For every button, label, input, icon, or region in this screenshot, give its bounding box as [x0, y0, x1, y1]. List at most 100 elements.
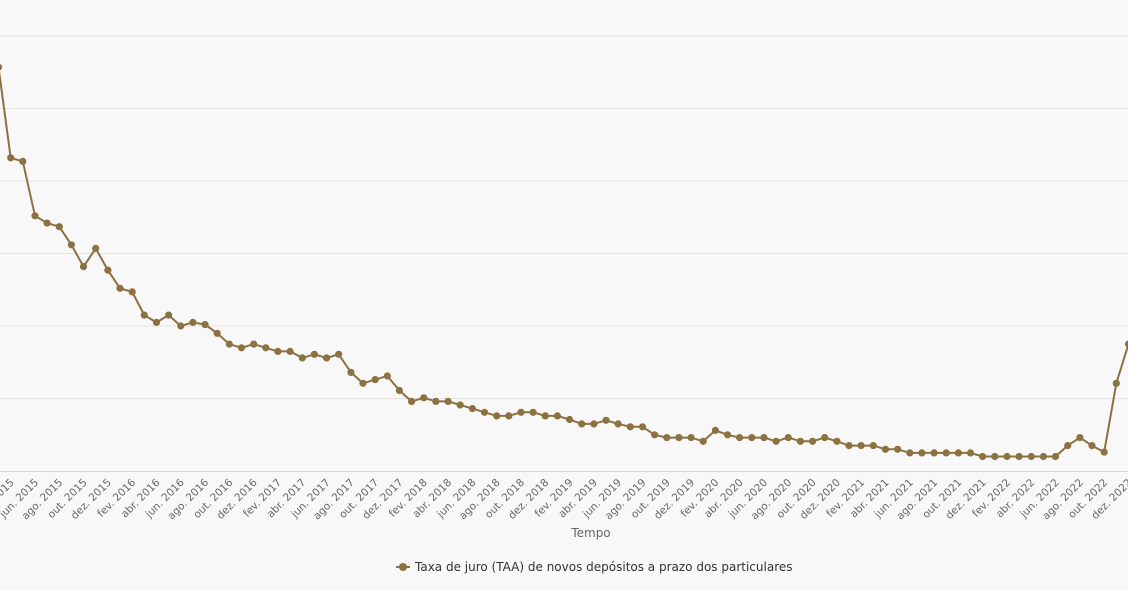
data-point[interactable]: [748, 434, 756, 442]
data-point[interactable]: [383, 372, 391, 380]
data-point[interactable]: [1076, 434, 1084, 442]
data-point[interactable]: [19, 157, 27, 165]
data-point[interactable]: [140, 311, 148, 319]
data-point[interactable]: [821, 434, 829, 442]
data-point[interactable]: [177, 322, 185, 330]
data-point[interactable]: [79, 263, 88, 271]
data-point[interactable]: [237, 344, 246, 352]
data-point[interactable]: [432, 397, 440, 405]
data-point[interactable]: [43, 219, 51, 227]
data-point[interactable]: [92, 244, 100, 252]
data-point[interactable]: [966, 449, 975, 457]
data-point[interactable]: [104, 266, 112, 274]
data-point[interactable]: [651, 431, 659, 439]
data-point[interactable]: [881, 445, 890, 453]
data-point[interactable]: [468, 405, 476, 413]
data-point[interactable]: [517, 408, 525, 416]
data-point[interactable]: [298, 354, 306, 362]
data-point[interactable]: [128, 288, 136, 296]
data-point[interactable]: [638, 423, 647, 431]
data-point[interactable]: [250, 340, 258, 348]
data-point[interactable]: [541, 412, 549, 420]
data-point[interactable]: [371, 376, 379, 384]
data-point[interactable]: [979, 452, 987, 461]
data-point[interactable]: [335, 350, 343, 358]
data-point[interactable]: [201, 321, 209, 329]
data-point[interactable]: [869, 442, 877, 450]
data-point[interactable]: [395, 386, 403, 395]
data-point[interactable]: [954, 449, 963, 457]
data-point[interactable]: [274, 347, 282, 355]
data-point[interactable]: [1027, 452, 1035, 461]
data-point[interactable]: [602, 416, 610, 424]
data-point[interactable]: [1064, 442, 1072, 450]
data-point[interactable]: [772, 437, 780, 445]
data-point[interactable]: [1015, 452, 1023, 461]
data-point[interactable]: [736, 434, 744, 442]
data-point[interactable]: [991, 452, 999, 461]
data-point[interactable]: [359, 379, 367, 387]
data-point[interactable]: [930, 449, 938, 457]
data-point[interactable]: [1003, 452, 1011, 461]
data-point[interactable]: [480, 408, 489, 416]
data-point[interactable]: [1039, 452, 1047, 461]
data-point[interactable]: [310, 350, 318, 358]
data-point[interactable]: [420, 394, 428, 402]
data-point[interactable]: [213, 329, 221, 337]
data-point[interactable]: [7, 154, 15, 162]
data-point[interactable]: [408, 397, 416, 405]
legend[interactable]: Taxa de juro (TAA) de novos depósitos a …: [396, 560, 793, 574]
data-point[interactable]: [529, 408, 537, 416]
data-point[interactable]: [553, 412, 562, 420]
data-point[interactable]: [493, 412, 501, 420]
data-point[interactable]: [165, 311, 173, 319]
data-point[interactable]: [1124, 340, 1128, 348]
data-point[interactable]: [809, 437, 817, 445]
data-point[interactable]: [1100, 448, 1108, 456]
data-point[interactable]: [1088, 442, 1096, 450]
data-point[interactable]: [918, 449, 926, 457]
data-point[interactable]: [796, 437, 805, 445]
data-point[interactable]: [687, 434, 695, 442]
data-point[interactable]: [894, 445, 902, 453]
x-axis-title: Tempo: [570, 526, 610, 540]
data-point[interactable]: [0, 63, 3, 71]
data-point[interactable]: [225, 340, 233, 348]
data-point[interactable]: [67, 241, 75, 249]
data-point[interactable]: [711, 426, 720, 434]
data-point[interactable]: [578, 420, 586, 428]
data-point[interactable]: [845, 442, 853, 450]
data-point[interactable]: [663, 434, 671, 442]
data-point[interactable]: [152, 318, 161, 326]
data-point[interactable]: [444, 397, 452, 405]
data-point[interactable]: [31, 212, 39, 220]
data-point[interactable]: [1112, 379, 1120, 387]
data-point[interactable]: [614, 420, 622, 428]
data-point[interactable]: [1051, 452, 1060, 461]
data-point[interactable]: [189, 318, 197, 326]
data-point[interactable]: [723, 431, 732, 439]
data-point[interactable]: [590, 420, 598, 428]
data-point[interactable]: [942, 449, 950, 457]
data-point[interactable]: [760, 434, 768, 442]
data-point[interactable]: [55, 223, 63, 231]
data-point[interactable]: [566, 415, 574, 424]
series-points: [0, 63, 1128, 461]
data-point[interactable]: [347, 368, 355, 376]
data-point[interactable]: [675, 434, 683, 442]
data-point[interactable]: [262, 344, 270, 352]
data-point[interactable]: [626, 423, 634, 431]
data-point[interactable]: [906, 449, 914, 457]
data-point[interactable]: [857, 442, 865, 450]
data-point[interactable]: [699, 437, 707, 445]
data-point[interactable]: [116, 284, 124, 292]
data-point[interactable]: [456, 401, 464, 409]
data-point[interactable]: [323, 354, 331, 362]
data-point[interactable]: [784, 434, 792, 442]
grid-lines: [0, 35, 1128, 399]
data-point[interactable]: [286, 347, 294, 355]
data-point[interactable]: [505, 412, 513, 420]
data-point[interactable]: [833, 437, 841, 445]
